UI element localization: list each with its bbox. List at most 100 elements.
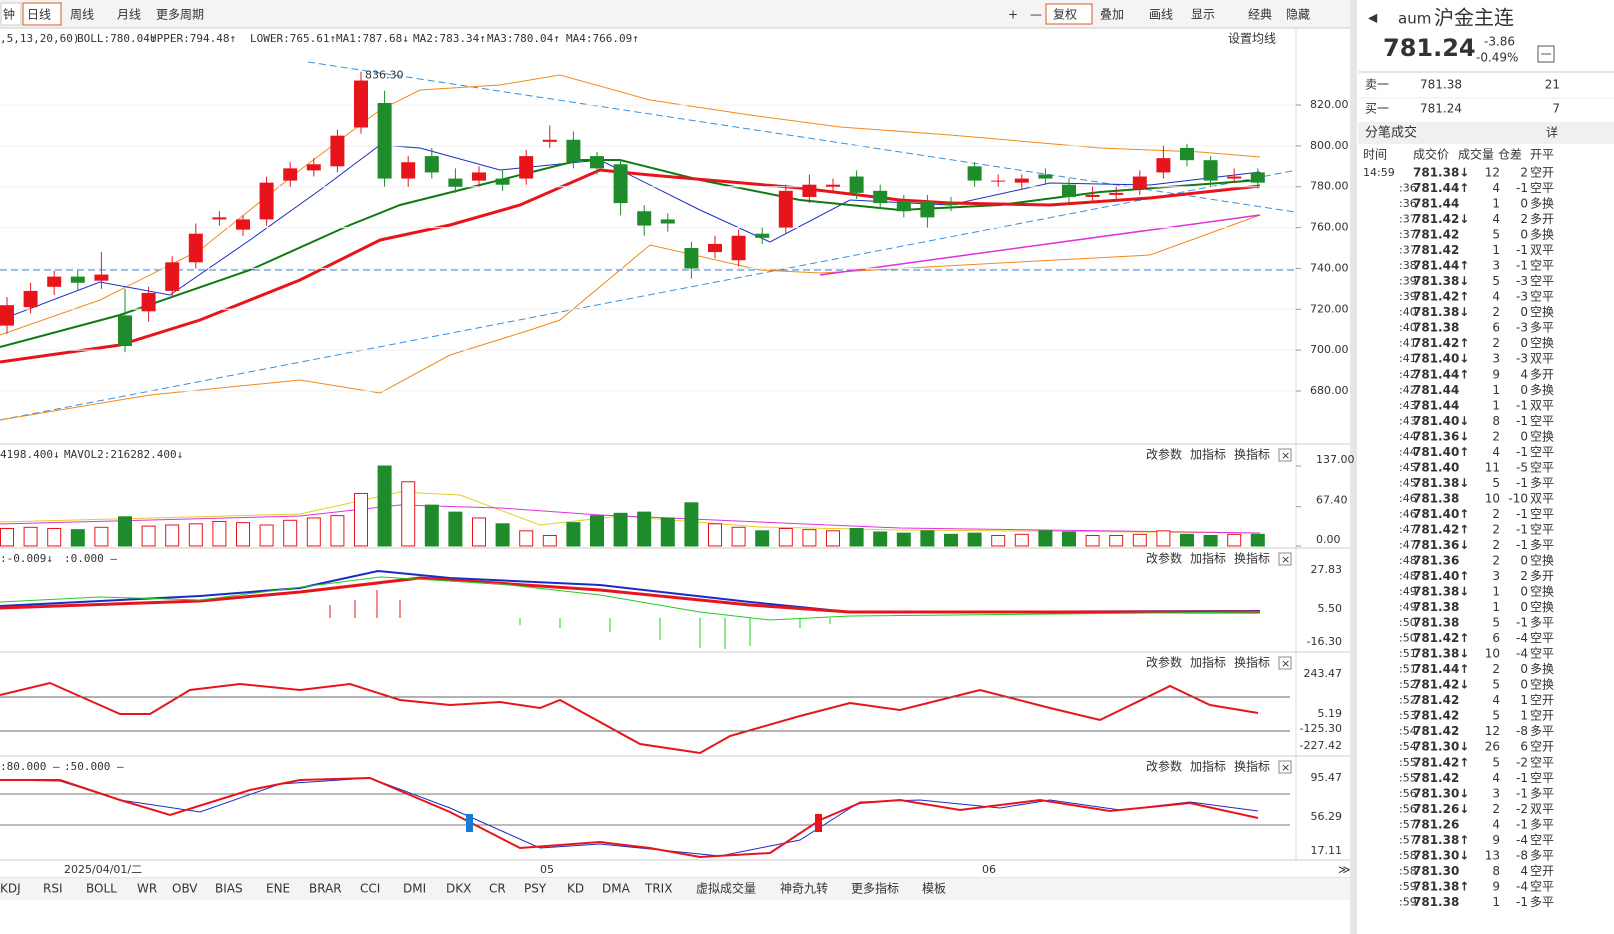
indicator-tab[interactable]: KDJ [0,882,21,896]
panel-btn[interactable]: 换指标 [1234,447,1270,462]
trade-type: 空平 [1530,507,1554,521]
indicator-tab[interactable]: WR [137,882,157,896]
back-arrow[interactable]: ◀ [1368,11,1378,25]
trade-price: 781.38↓ [1413,647,1469,661]
indicator-tab[interactable]: CR [489,882,506,896]
panel-btn[interactable]: 加指标 [1190,447,1226,462]
settings-btn[interactable]: 设置均线 [1228,32,1276,46]
volume-bar [306,517,321,547]
close-btn[interactable] [1278,656,1292,670]
volume-bar [141,525,156,547]
trade-volume: 5 [1492,228,1500,242]
period-tab[interactable]: 更多周期 [156,8,204,22]
panel-btn[interactable]: 加指标 [1190,759,1226,774]
period-tab[interactable]: 月线 [117,8,141,22]
y-tick-label: 137.00 [1316,453,1355,466]
trade-header: 仓差 [1498,148,1522,162]
indicator-tab[interactable]: BRAR [309,882,342,896]
close-btn[interactable] [1278,552,1292,566]
trade-volume: 10 [1485,647,1500,661]
trade-type: 空平 [1530,755,1554,769]
period-tab[interactable]: 周线 [70,8,94,22]
indicator-tab[interactable]: RSI [43,882,63,896]
indicator-tab[interactable]: 模板 [922,882,946,896]
panel-btn[interactable]: 换指标 [1234,759,1270,774]
indicator-value: MA2:783.34↑ [413,32,486,45]
indicator-tab[interactable]: BOLL [86,882,117,896]
trade-time: :52 [1399,678,1417,691]
trade-type: 空平 [1530,445,1554,459]
close-btn[interactable] [1278,448,1292,462]
active-tab[interactable] [22,2,62,26]
tool-btn[interactable]: 叠加 [1100,8,1124,22]
trade-price: 781.42 [1413,243,1459,257]
volume-bar [165,524,180,547]
detail-btn[interactable]: 详 [1546,125,1558,140]
volume-bar [236,522,250,547]
close-icon: × [1281,553,1290,566]
indicator-tab[interactable]: ENE [266,882,290,896]
panel-btn[interactable]: 加指标 [1190,551,1226,566]
tool-btn[interactable]: — [1030,8,1042,22]
indicator-tab[interactable]: BIAS [215,882,243,896]
trade-volume: 12 [1485,724,1500,738]
indicator-tab[interactable]: KD [567,882,584,896]
tool-btn[interactable]: + [1008,8,1018,22]
panel-btn[interactable]: 改参数 [1146,655,1182,670]
indicator-tab[interactable]: 神奇九转 [780,881,828,896]
candle-body [188,233,203,263]
volume-bar [259,524,274,547]
trade-price: 781.38↓ [1413,476,1469,490]
trade-type: 空换 [1530,600,1554,614]
trade-price: 781.44 [1413,197,1459,211]
panel-btn[interactable]: 换指标 [1234,551,1270,566]
trade-diff: -4 [1516,631,1528,645]
indicator-tab[interactable]: DMA [602,882,631,896]
panel-btn[interactable]: 换指标 [1234,655,1270,670]
tool-btn[interactable]: 显示 [1191,8,1215,22]
active-btn[interactable] [1045,3,1093,25]
indicator-tab[interactable]: 更多指标 [851,881,899,896]
volume-bar [1038,530,1053,547]
panel-btn[interactable]: 加指标 [1190,655,1226,670]
period-tab[interactable]: 钟 [3,7,15,22]
tool-btn[interactable]: 经典 [1248,8,1272,22]
trade-volume: 13 [1485,848,1500,862]
indicator-tab[interactable]: DMI [403,882,426,896]
indicator-tab[interactable]: PSY [524,882,547,896]
trade-type: 多平 [1530,848,1554,862]
trade-diff: 0 [1520,554,1528,568]
panel-btn[interactable]: 改参数 [1146,551,1182,566]
volume-bar [354,492,368,547]
indicator-tab[interactable]: OBV [172,882,198,896]
period-tab[interactable]: 日线 [27,8,51,22]
panel-btn[interactable]: 改参数 [1146,759,1182,774]
collapse-btn[interactable] [1537,45,1555,63]
trade-diff: 2 [1520,569,1528,583]
close-btn[interactable] [1278,760,1292,774]
trade-time: :47 [1399,523,1417,536]
indicator-tab[interactable]: TRIX [644,882,672,896]
indicator-tab[interactable]: DKX [446,882,471,896]
trade-time: :40 [1399,321,1417,334]
panel-btn[interactable]: 改参数 [1146,447,1182,462]
tool-btn[interactable]: 复权 [1053,8,1077,22]
trade-type: 多平 [1530,786,1554,800]
candle-body [967,166,982,181]
candle-body [165,262,180,291]
tool-btn[interactable]: 画线 [1149,8,1173,22]
indicator-tab[interactable]: CCI [360,882,380,896]
candle-body [637,211,652,226]
tool-btn[interactable]: 隐藏 [1286,8,1310,22]
trade-diff: -3 [1516,274,1528,288]
trade-diff: -4 [1516,833,1528,847]
volume-bar [778,527,793,547]
tab-btn[interactable] [0,2,22,26]
indicator-value: MAVOL2:216282.400↓ [64,448,183,461]
candle-body [944,203,958,206]
indicator-tab[interactable]: 虚拟成交量 [696,881,756,896]
volume-bar [401,481,416,547]
volume-bar [1227,533,1242,547]
trade-volume: 2 [1492,538,1500,552]
trade-volume: 4 [1492,771,1500,785]
